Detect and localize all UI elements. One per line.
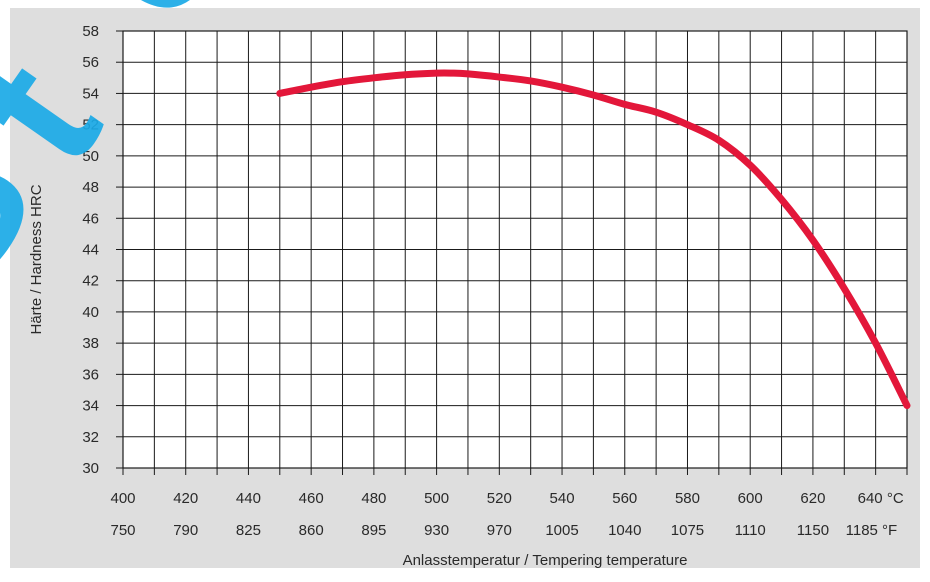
x-tick-label-celsius: 420: [173, 490, 198, 507]
y-tick-label: 30: [82, 460, 99, 477]
x-tick-label-celsius: 560: [612, 490, 637, 507]
y-tick-label: 38: [82, 335, 99, 352]
x-tick-label-celsius: 400: [110, 490, 135, 507]
y-tick-label: 34: [82, 398, 99, 415]
x-tick-label-fahrenheit: 1005: [545, 522, 578, 539]
x-tick-label-fahrenheit: 1040: [608, 522, 641, 539]
x-tick-label-fahrenheit: 1185 °F: [846, 522, 898, 539]
x-tick-label-fahrenheit: 895: [361, 522, 386, 539]
x-axis-label: Anlasstemperatur / Tempering temperature: [403, 552, 688, 569]
x-tick-label-fahrenheit: 1150: [797, 522, 829, 539]
x-tick-label-celsius: 520: [487, 490, 512, 507]
y-axis-label: Härte / Hardness HRC: [28, 184, 45, 334]
x-tick-label-celsius: 440: [236, 490, 261, 507]
y-tick-label: 40: [82, 304, 99, 321]
x-tick-label-celsius: 640 °C: [858, 490, 904, 507]
x-tick-label-celsius: 620: [800, 490, 825, 507]
labels: 30 32 34 36 38 40 42 44 46 48 50 52 54 56 58 400 420 440 4…: [28, 23, 904, 569]
axes: [116, 30, 908, 475]
x-tick-label-fahrenheit: 1110: [735, 522, 766, 539]
y-tick-label: 52: [82, 117, 99, 134]
x-tick-label-celsius: 600: [738, 490, 763, 507]
series: [276, 69, 911, 410]
y-tick-label: 36: [82, 366, 99, 383]
hardness-curve: [276, 69, 911, 410]
x-tick-label-fahrenheit: 790: [173, 522, 198, 539]
y-tick-label: 44: [82, 242, 99, 259]
y-tick-label: 32: [82, 429, 99, 446]
y-tick-label: 46: [82, 210, 99, 227]
x-tick-label-fahrenheit: 825: [236, 522, 261, 539]
x-tick-label-celsius: 580: [675, 490, 700, 507]
x-tick-label-fahrenheit: 930: [424, 522, 449, 539]
y-tick-label: 50: [82, 148, 99, 165]
x-tick-label-fahrenheit: 860: [299, 522, 324, 539]
y-tick-label: 54: [82, 85, 99, 102]
x-tick-label-celsius: 460: [299, 490, 324, 507]
y-tick-label: 48: [82, 179, 99, 196]
x-tick-label-celsius: 500: [424, 490, 449, 507]
x-tick-label-celsius: 540: [550, 490, 575, 507]
grid: [123, 31, 907, 468]
x-tick-label-fahrenheit: 750: [110, 522, 135, 539]
y-tick-label: 58: [82, 23, 99, 40]
x-tick-label-celsius: 480: [361, 490, 386, 507]
x-tick-label-fahrenheit: 1075: [671, 522, 704, 539]
y-tick-label: 56: [82, 54, 99, 71]
x-tick-label-fahrenheit: 970: [487, 522, 512, 539]
y-tick-label: 42: [82, 273, 99, 290]
